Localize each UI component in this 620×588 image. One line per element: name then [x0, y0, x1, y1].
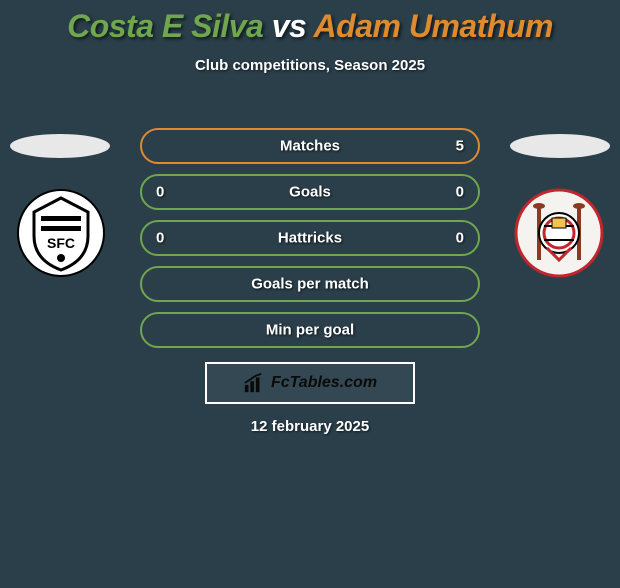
bars-icon: [243, 372, 265, 394]
title-vs: vs: [272, 8, 307, 44]
title-player1: Costa E Silva: [67, 8, 263, 44]
stats-table: Matches 5 0 Goals 0 0 Hattricks 0 Goals …: [0, 128, 620, 358]
stat-label: Hattricks: [142, 230, 478, 247]
date-label: 12 february 2025: [0, 418, 620, 435]
stat-row-matches: Matches 5: [140, 128, 480, 164]
page-title: Costa E Silva vs Adam Umathum: [0, 8, 620, 45]
stat-row-goals-per-match: Goals per match: [140, 266, 480, 302]
stat-row-goals: 0 Goals 0: [140, 174, 480, 210]
stat-label: Goals: [142, 184, 478, 201]
stat-row-min-per-goal: Min per goal: [140, 312, 480, 348]
subtitle: Club competitions, Season 2025: [0, 57, 620, 74]
watermark-text: FcTables.com: [271, 374, 377, 392]
stat-label: Goals per match: [142, 276, 478, 293]
stat-row-hattricks: 0 Hattricks 0: [140, 220, 480, 256]
stat-right-value: 5: [456, 138, 464, 155]
stat-label: Min per goal: [142, 322, 478, 339]
title-player2: Adam Umathum: [314, 8, 553, 44]
stat-label: Matches: [142, 138, 478, 155]
watermark: FcTables.com: [205, 362, 415, 404]
comparison-card: Costa E Silva vs Adam Umathum Club compe…: [0, 8, 620, 588]
stat-right-value: 0: [456, 230, 464, 247]
stat-right-value: 0: [456, 184, 464, 201]
